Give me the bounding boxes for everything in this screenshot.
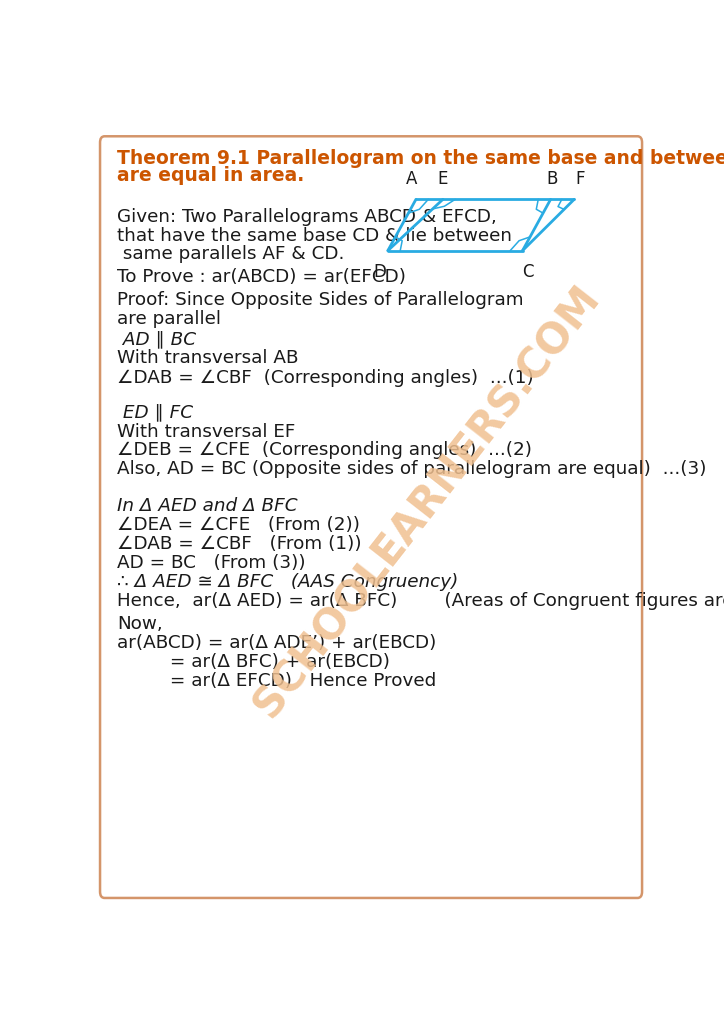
Text: D: D	[374, 263, 387, 282]
Text: ar(ABCD) = ar(Δ ADE’) + ar(EBCD): ar(ABCD) = ar(Δ ADE’) + ar(EBCD)	[117, 634, 437, 652]
Text: With transversal EF: With transversal EF	[117, 423, 296, 440]
Text: that have the same base CD & lie between: that have the same base CD & lie between	[117, 227, 513, 245]
Text: AD = BC   (From (3)): AD = BC (From (3))	[117, 554, 306, 572]
Text: Also, AD = BC (Opposite sides of parallelogram are equal)  ...(3): Also, AD = BC (Opposite sides of paralle…	[117, 461, 707, 478]
Text: E: E	[438, 170, 448, 188]
Text: = ar(Δ EFCD)   Hence Proved: = ar(Δ EFCD) Hence Proved	[117, 672, 437, 689]
Text: same parallels AF & CD.: same parallels AF & CD.	[117, 245, 345, 263]
Text: Now,: Now,	[117, 614, 163, 633]
Text: A: A	[405, 170, 417, 188]
Text: ED ∥ FC: ED ∥ FC	[117, 403, 193, 422]
Text: ∠DAB = ∠CBF  (Corresponding angles)  ...(1): ∠DAB = ∠CBF (Corresponding angles) ...(1…	[117, 369, 534, 387]
Text: ∠DEB = ∠CFE  (Corresponding angles)  ...(2): ∠DEB = ∠CFE (Corresponding angles) ...(2…	[117, 441, 532, 460]
Text: AD ∥ BC: AD ∥ BC	[117, 331, 196, 348]
Text: Hence,  ar(Δ AED) = ar(Δ BFC)        (Areas of Congruent figures are equal): Hence, ar(Δ AED) = ar(Δ BFC) (Areas of C…	[117, 592, 724, 610]
Text: ∠DEA = ∠CFE   (From (2)): ∠DEA = ∠CFE (From (2))	[117, 516, 361, 535]
Text: Proof: Since Opposite Sides of Parallelogram: Proof: Since Opposite Sides of Parallelo…	[117, 291, 524, 309]
Text: = ar(Δ BFC) + ar(EBCD): = ar(Δ BFC) + ar(EBCD)	[117, 652, 390, 671]
Text: SCHOOLEARNERS.COM: SCHOOLEARNERS.COM	[246, 278, 608, 725]
Text: ∠DAB = ∠CBF   (From (1)): ∠DAB = ∠CBF (From (1))	[117, 536, 362, 553]
Text: To Prove : ar(ABCD) = ar(EFCD): To Prove : ar(ABCD) = ar(EFCD)	[117, 268, 406, 286]
Text: C: C	[523, 263, 534, 282]
Text: With transversal AB: With transversal AB	[117, 349, 299, 368]
Text: Given: Two Parallelograms ABCD & EFCD,: Given: Two Parallelograms ABCD & EFCD,	[117, 208, 497, 226]
Text: are equal in area.: are equal in area.	[117, 166, 305, 185]
Text: In Δ AED and Δ BFC: In Δ AED and Δ BFC	[117, 498, 298, 515]
Text: F: F	[575, 170, 584, 188]
FancyBboxPatch shape	[100, 136, 642, 898]
Text: B: B	[546, 170, 557, 188]
Text: are parallel: are parallel	[117, 309, 222, 328]
Text: ∴ Δ AED ≅ Δ BFC   (AAS Congruency): ∴ Δ AED ≅ Δ BFC (AAS Congruency)	[117, 573, 459, 591]
Text: Theorem 9.1 Parallelogram on the same base and between the same parallels: Theorem 9.1 Parallelogram on the same ba…	[117, 148, 724, 168]
